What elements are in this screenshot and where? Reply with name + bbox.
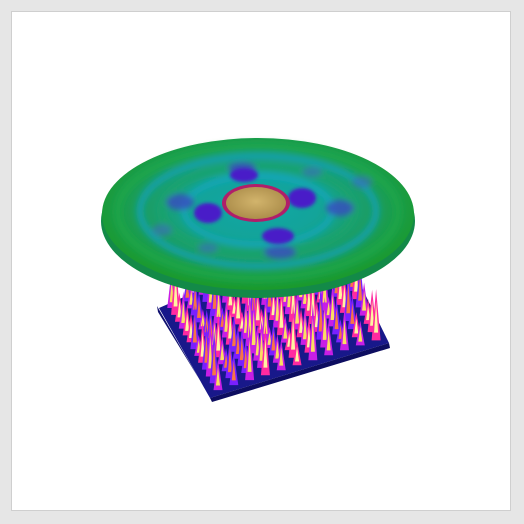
spike-highlight xyxy=(338,324,343,339)
spike-highlight xyxy=(271,330,276,351)
spike-highlight xyxy=(228,314,233,339)
spike-highlight xyxy=(263,337,268,368)
spike-highlight xyxy=(204,335,209,363)
spike-highlight xyxy=(173,273,178,307)
spike-highlight xyxy=(227,347,232,373)
spike-highlight xyxy=(193,286,198,310)
spike-highlight xyxy=(306,288,311,311)
spike-highlight xyxy=(181,300,186,324)
ripple-rings xyxy=(114,142,402,282)
spike-highlight xyxy=(224,308,229,332)
spike-highlight xyxy=(212,344,217,376)
spike-highlight xyxy=(370,300,375,326)
spike-highlight xyxy=(291,281,296,314)
spike-highlight xyxy=(299,315,304,333)
spike-highlight xyxy=(185,312,190,331)
spike-highlight xyxy=(302,316,308,340)
spike-highlight xyxy=(302,285,307,304)
spike-highlight xyxy=(334,307,339,330)
spike-highlight xyxy=(247,338,252,372)
spike-highlight xyxy=(350,303,355,324)
spike-highlight xyxy=(267,332,272,345)
spike-highlight xyxy=(216,324,221,351)
spike-highlight xyxy=(342,284,347,308)
spike-highlight xyxy=(259,332,264,361)
spike-highlight xyxy=(318,298,323,332)
spike-highlight xyxy=(291,317,296,350)
spike-highlight xyxy=(271,295,276,316)
spike-highlight xyxy=(279,298,284,328)
spike-highlight xyxy=(200,332,205,357)
spike-highlight xyxy=(251,311,256,345)
spike-highlight xyxy=(275,341,280,359)
spike-highlight xyxy=(263,307,268,334)
spike-highlight xyxy=(358,326,363,342)
spike-highlight xyxy=(310,283,315,316)
3d-surface-render xyxy=(101,138,415,402)
spike-highlight xyxy=(200,314,205,327)
spike-highlight xyxy=(220,343,225,361)
spike-highlight xyxy=(346,282,351,314)
spike-highlight xyxy=(255,297,260,321)
spike-highlight xyxy=(255,334,260,356)
spike-highlight xyxy=(189,289,194,305)
spike-highlight xyxy=(358,273,363,301)
wave-disk xyxy=(101,138,415,298)
spike-highlight xyxy=(310,317,315,352)
spike-highlight xyxy=(204,316,209,333)
spike-highlight xyxy=(354,318,359,334)
spike-highlight xyxy=(220,313,225,327)
spike-highlight xyxy=(326,330,331,351)
inner-lobes xyxy=(194,168,316,244)
spike-highlight xyxy=(295,300,300,324)
spike-highlight xyxy=(283,322,288,339)
spike-highlight xyxy=(196,299,202,318)
spike-highlight xyxy=(279,347,284,366)
spike-highlight xyxy=(247,303,252,338)
spike-highlight xyxy=(362,290,367,311)
spike-highlight xyxy=(275,293,280,321)
disk-center xyxy=(226,187,286,219)
spike-highlight xyxy=(192,316,197,343)
spike-highlight xyxy=(322,309,327,340)
spike-highlight xyxy=(295,346,300,362)
spike-highlight xyxy=(185,283,190,298)
plate-side-front xyxy=(210,343,390,402)
spike-highlight xyxy=(338,275,343,299)
spike-highlight xyxy=(374,301,379,333)
spike-highlight xyxy=(231,361,236,381)
spike-highlight xyxy=(216,291,221,317)
spike-highlight xyxy=(330,294,335,321)
spike-highlight xyxy=(236,294,241,319)
spike-highlight xyxy=(342,319,347,345)
spike-highlight xyxy=(208,335,213,369)
spike-highlight xyxy=(177,299,182,318)
spike-highlight xyxy=(232,324,237,347)
spike-highlight xyxy=(235,334,240,355)
spike-highlight xyxy=(215,367,221,386)
render-viewport[interactable] xyxy=(11,11,511,511)
spike-highlight xyxy=(239,337,244,361)
spike-highlight xyxy=(366,305,371,321)
